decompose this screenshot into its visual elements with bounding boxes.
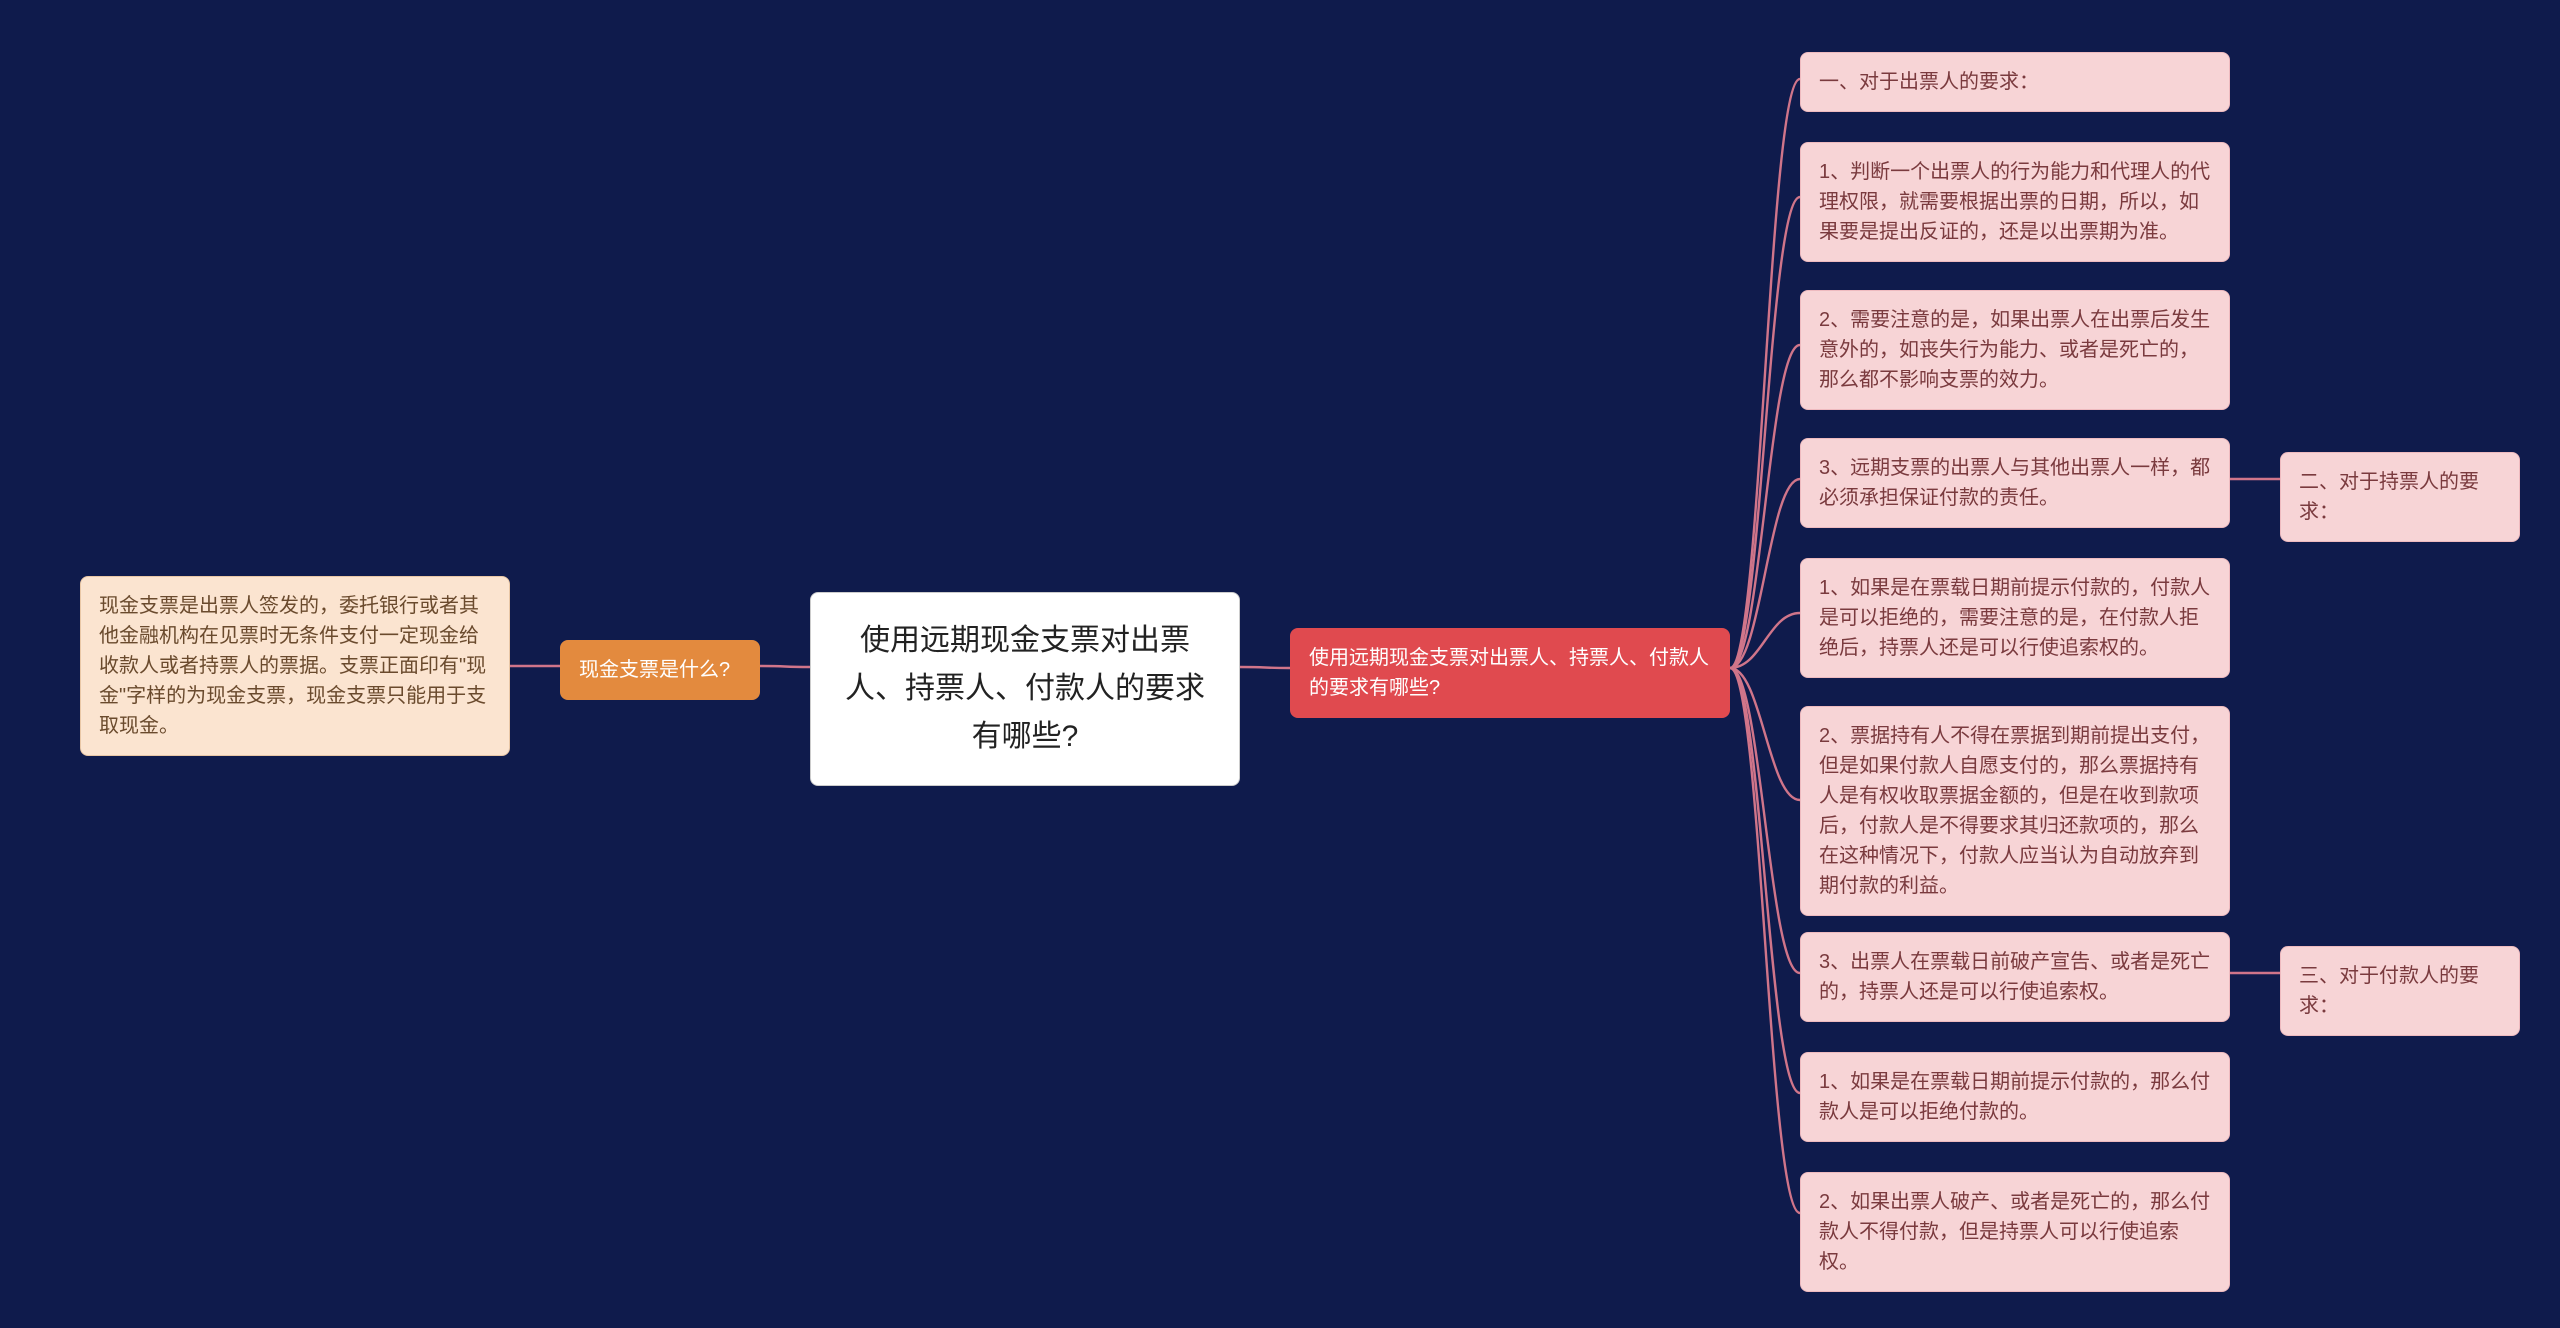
node-r7b: 三、对于付款人的要求： [2280,946,2520,1036]
node-text: 1、如果是在票载日期前提示付款的，那么付款人是可以拒绝付款的。 [1819,1071,2210,1123]
node-r4: 3、远期支票的出票人与其他出票人一样，都必须承担保证付款的责任。 [1800,438,2230,528]
node-text: 2、需要注意的是，如果出票人在出票后发生意外的，如丧失行为能力、或者是死亡的，那… [1819,309,2210,391]
node-root: 使用远期现金支票对出票人、持票人、付款人的要求有哪些? [810,592,1240,786]
node-r7: 3、出票人在票载日前破产宣告、或者是死亡的，持票人还是可以行使追索权。 [1800,932,2230,1022]
node-text: 3、出票人在票载日前破产宣告、或者是死亡的，持票人还是可以行使追索权。 [1819,951,2210,1003]
node-text: 现金支票是什么? [579,659,730,681]
node-left2: 现金支票是出票人签发的，委托银行或者其他金融机构在见票时无条件支付一定现金给收款… [80,576,510,756]
edge [1730,345,1800,668]
edge [1730,668,1800,1213]
node-r8: 1、如果是在票载日期前提示付款的，那么付款人是可以拒绝付款的。 [1800,1052,2230,1142]
node-text: 1、如果是在票载日期前提示付款的，付款人是可以拒绝的，需要注意的是，在付款人拒绝… [1819,577,2210,659]
node-text: 二、对于持票人的要求： [2299,471,2479,523]
node-text: 三、对于付款人的要求： [2299,965,2479,1017]
node-r9: 2、如果出票人破产、或者是死亡的，那么付款人不得付款，但是持票人可以行使追索权。 [1800,1172,2230,1292]
node-r1: 一、对于出票人的要求： [1800,52,2230,112]
edge [760,666,810,667]
node-r5: 1、如果是在票载日期前提示付款的，付款人是可以拒绝的，需要注意的是，在付款人拒绝… [1800,558,2230,678]
node-text: 现金支票是出票人签发的，委托银行或者其他金融机构在见票时无条件支付一定现金给收款… [99,595,486,737]
node-text: 一、对于出票人的要求： [1819,71,2039,93]
node-right1: 使用远期现金支票对出票人、持票人、付款人的要求有哪些? [1290,628,1730,718]
node-r6: 2、票据持有人不得在票据到期前提出支付，但是如果付款人自愿支付的，那么票据持有人… [1800,706,2230,916]
node-text: 1、判断一个出票人的行为能力和代理人的代理权限，就需要根据出票的日期，所以，如果… [1819,161,2210,243]
node-r2: 1、判断一个出票人的行为能力和代理人的代理权限，就需要根据出票的日期，所以，如果… [1800,142,2230,262]
node-r3: 2、需要注意的是，如果出票人在出票后发生意外的，如丧失行为能力、或者是死亡的，那… [1800,290,2230,410]
node-r4b: 二、对于持票人的要求： [2280,452,2520,542]
edge [1730,79,1800,668]
edge [1730,197,1800,668]
node-text: 3、远期支票的出票人与其他出票人一样，都必须承担保证付款的责任。 [1819,457,2210,509]
edge [1240,667,1290,668]
node-text: 使用远期现金支票对出票人、持票人、付款人的要求有哪些? [1309,647,1709,699]
node-text: 2、如果出票人破产、或者是死亡的，那么付款人不得付款，但是持票人可以行使追索权。 [1819,1191,2210,1273]
node-text: 2、票据持有人不得在票据到期前提出支付，但是如果付款人自愿支付的，那么票据持有人… [1819,725,2210,897]
node-left1: 现金支票是什么? [560,640,760,700]
node-text: 使用远期现金支票对出票人、持票人、付款人的要求有哪些? [845,624,1205,753]
